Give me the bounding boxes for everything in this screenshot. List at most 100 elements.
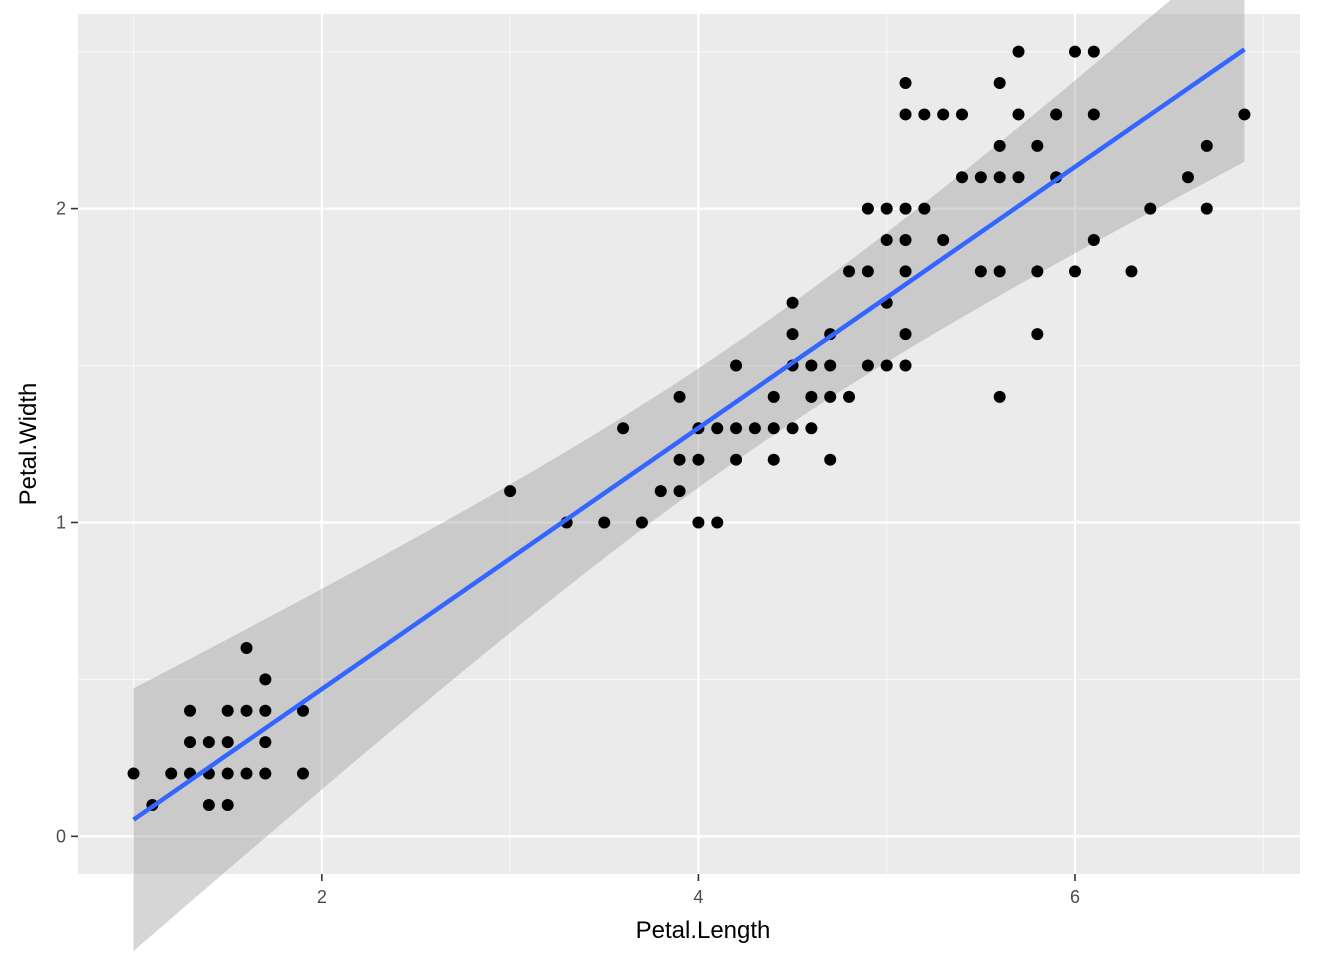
data-point <box>974 171 987 184</box>
data-point <box>1012 45 1025 58</box>
data-point <box>1050 108 1063 121</box>
data-point <box>918 202 931 215</box>
data-point <box>880 202 893 215</box>
data-point <box>673 390 686 403</box>
data-point <box>711 516 724 529</box>
data-point <box>861 359 874 372</box>
data-point <box>504 485 517 498</box>
data-point <box>635 516 648 529</box>
data-point <box>617 422 630 435</box>
data-point <box>711 422 724 435</box>
data-point <box>730 359 743 372</box>
data-point <box>1012 171 1025 184</box>
x-tick-label: 2 <box>317 887 327 907</box>
data-point <box>184 704 197 717</box>
y-tick-label: 0 <box>56 826 66 846</box>
data-point <box>221 704 234 717</box>
data-point <box>767 453 780 466</box>
data-point <box>861 265 874 278</box>
data-point <box>956 108 969 121</box>
data-point <box>202 736 215 749</box>
data-point <box>805 422 818 435</box>
data-point <box>1012 108 1025 121</box>
data-point <box>880 359 893 372</box>
data-point <box>692 453 705 466</box>
data-point <box>843 390 856 403</box>
data-point <box>993 77 1006 90</box>
plot-panel <box>78 14 1300 874</box>
data-point <box>240 767 253 780</box>
data-point <box>1087 108 1100 121</box>
y-axis-title: Petal.Width <box>15 383 42 506</box>
data-point <box>673 485 686 498</box>
data-point <box>843 265 856 278</box>
data-point <box>1087 45 1100 58</box>
data-points <box>127 45 1251 811</box>
data-point <box>993 171 1006 184</box>
x-tick-label: 6 <box>1070 887 1080 907</box>
data-point <box>1031 265 1044 278</box>
data-point <box>880 233 893 246</box>
data-point <box>654 485 667 498</box>
data-point <box>767 390 780 403</box>
data-point <box>127 767 140 780</box>
y-tick-label: 2 <box>56 199 66 219</box>
data-point <box>673 453 686 466</box>
data-point <box>259 673 272 686</box>
data-point <box>240 704 253 717</box>
data-point <box>767 422 780 435</box>
regression-line <box>132 47 1246 822</box>
data-point <box>184 736 197 749</box>
data-point <box>748 422 761 435</box>
data-point <box>993 265 1006 278</box>
data-point <box>730 422 743 435</box>
data-point <box>221 798 234 811</box>
data-point <box>259 736 272 749</box>
x-axis: 2 4 6 <box>317 874 1080 907</box>
data-point <box>899 233 912 246</box>
data-point <box>937 108 950 121</box>
data-point <box>1031 328 1044 341</box>
data-point <box>692 516 705 529</box>
data-point <box>240 642 253 655</box>
data-point <box>202 798 215 811</box>
data-point <box>899 77 912 90</box>
data-point <box>1144 202 1157 215</box>
data-point <box>221 767 234 780</box>
data-point <box>824 453 837 466</box>
data-point <box>993 390 1006 403</box>
data-point <box>1238 108 1251 121</box>
data-point <box>899 359 912 372</box>
data-point <box>974 265 987 278</box>
y-axis: 0 1 2 <box>56 199 78 846</box>
data-point <box>1068 45 1081 58</box>
data-point <box>297 704 310 717</box>
data-point <box>1068 265 1081 278</box>
x-axis-title: Petal.Length <box>636 917 771 944</box>
data-point <box>221 736 234 749</box>
x-tick-label: 4 <box>693 887 703 907</box>
data-point <box>786 328 799 341</box>
data-point <box>297 767 310 780</box>
data-point <box>899 328 912 341</box>
data-point <box>861 202 874 215</box>
data-point <box>899 202 912 215</box>
data-point <box>993 139 1006 152</box>
data-point <box>1031 139 1044 152</box>
data-point <box>956 171 969 184</box>
data-point <box>918 108 931 121</box>
data-point <box>786 296 799 309</box>
data-point <box>824 390 837 403</box>
data-point <box>1200 139 1213 152</box>
data-point <box>899 108 912 121</box>
data-point <box>1125 265 1138 278</box>
data-point <box>1200 202 1213 215</box>
data-point <box>899 265 912 278</box>
confidence-band <box>133 0 1245 951</box>
data-point <box>598 516 611 529</box>
data-point <box>937 233 950 246</box>
grid-major <box>78 14 1300 874</box>
data-point <box>259 767 272 780</box>
data-point <box>824 359 837 372</box>
